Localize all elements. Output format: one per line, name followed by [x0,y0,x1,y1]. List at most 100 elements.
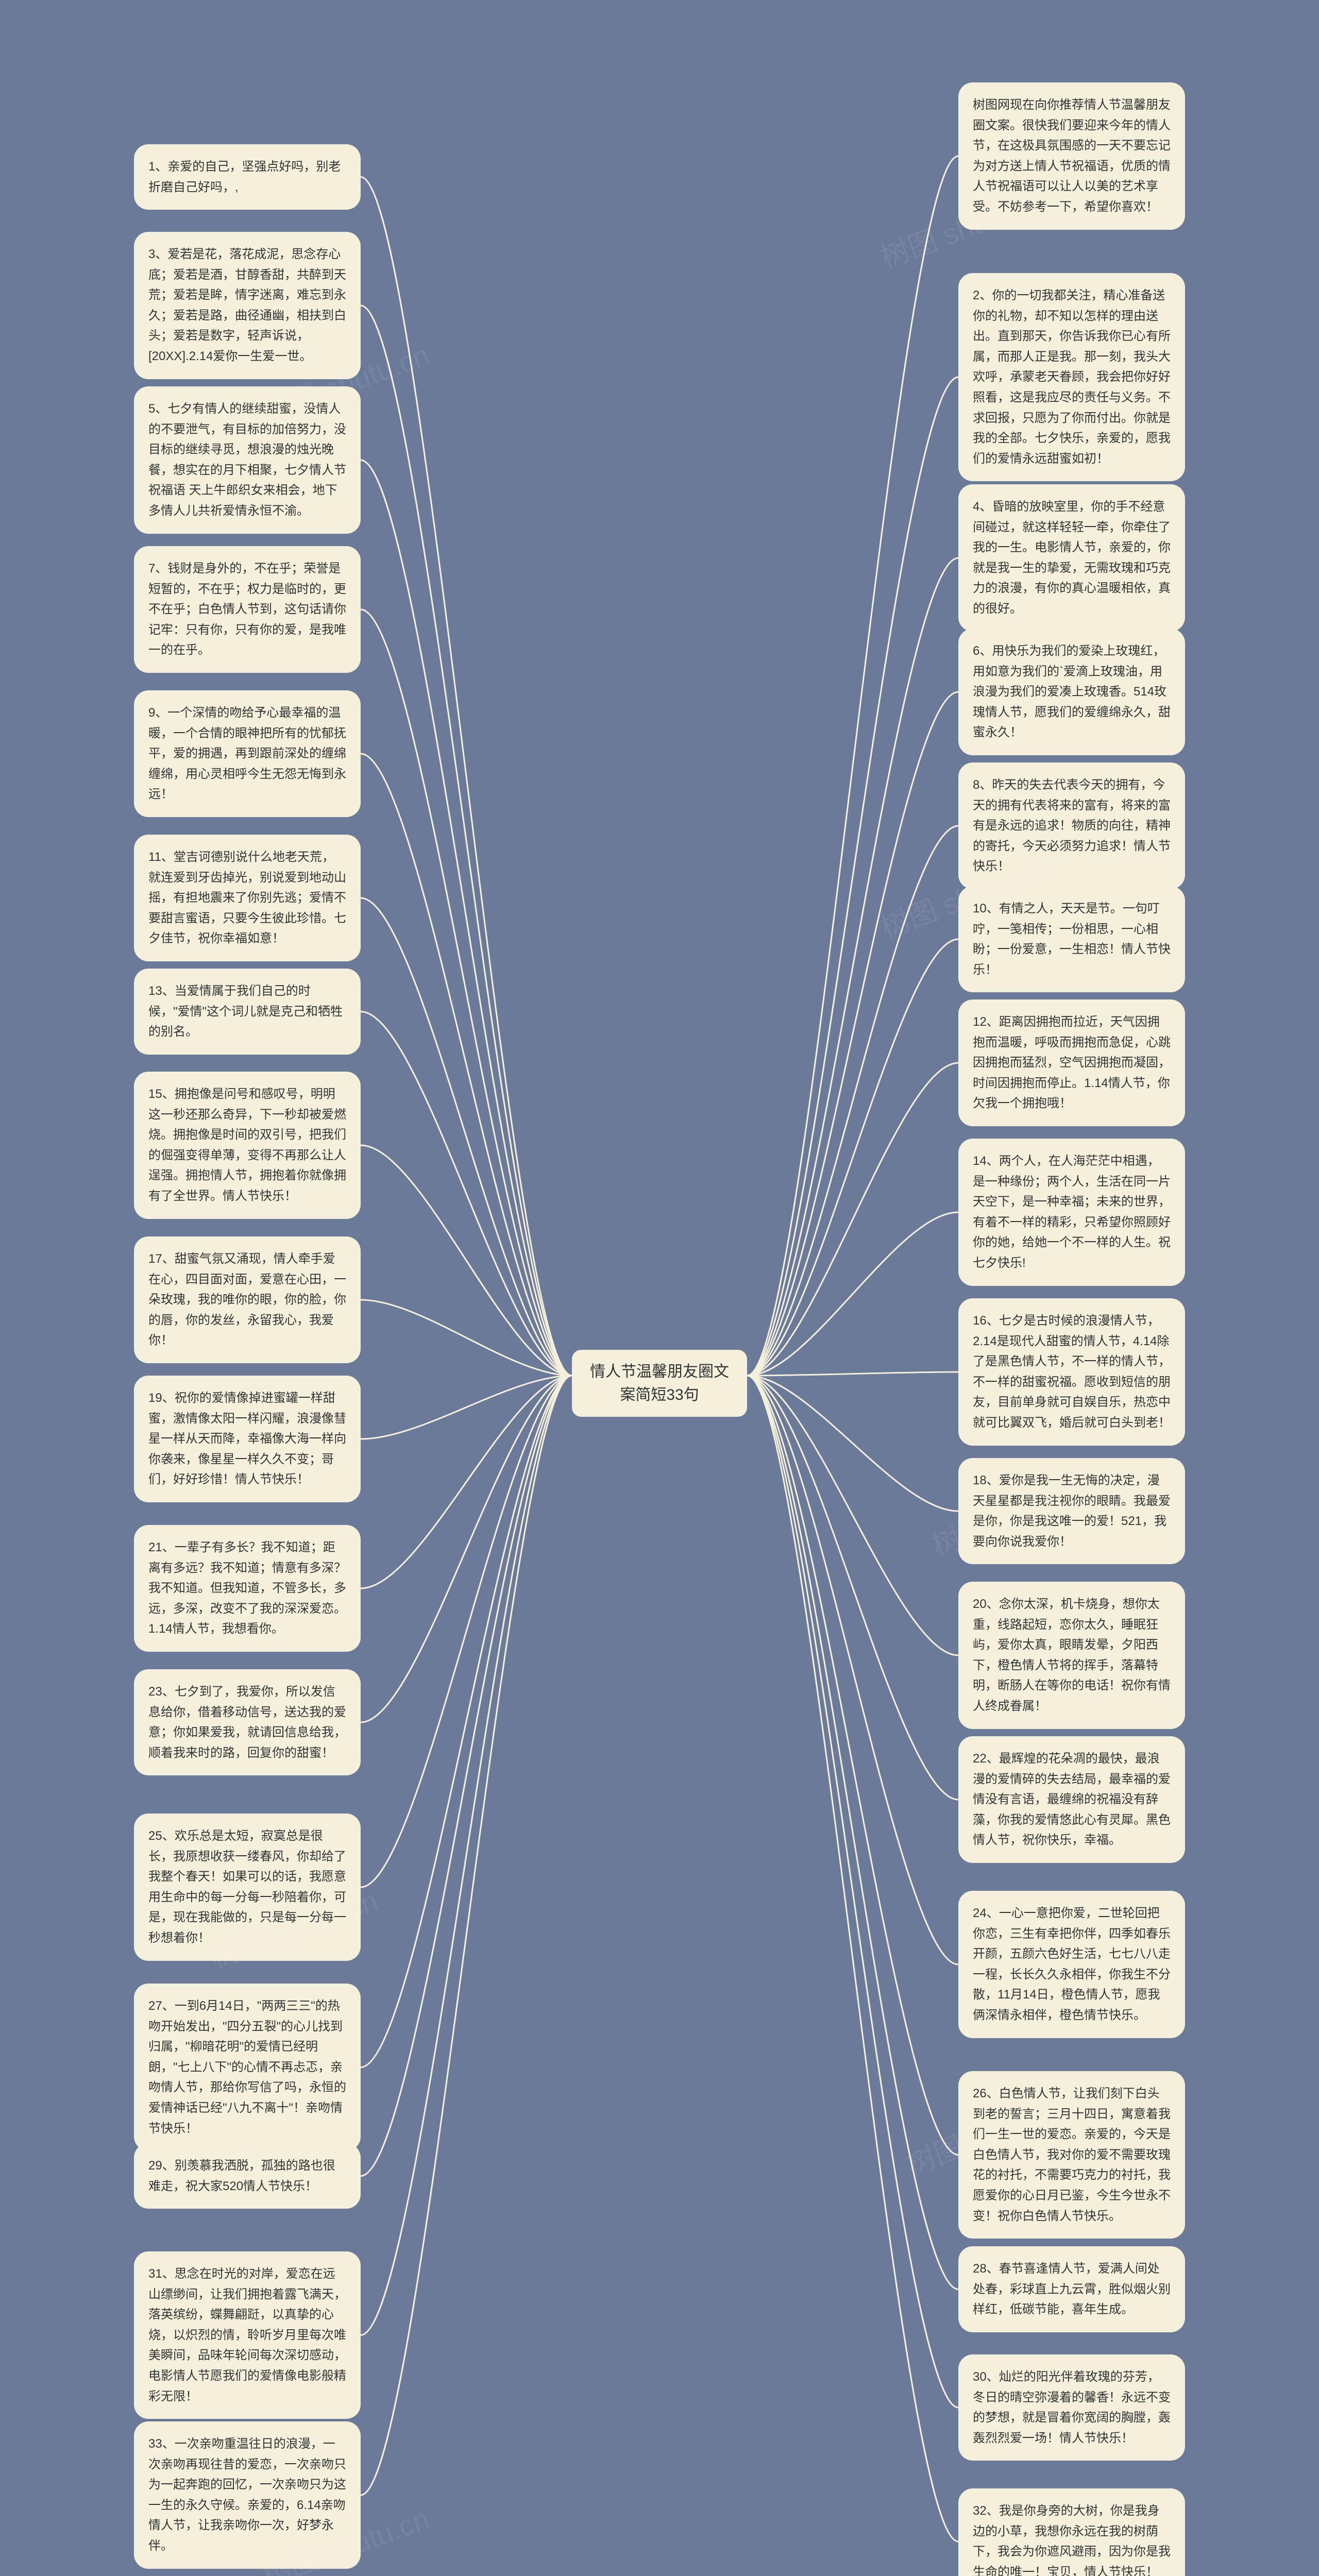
node-text: 5、七夕有情人的继续甜蜜，没情人的不要泄气，有目标的加倍努力，没目标的继续寻觅，… [148,402,346,518]
left-node-4: 9、一个深情的吻给予心最幸福的温暖，一个合情的眼神把所有的忧郁抚平，爱的拥遇，再… [134,690,361,817]
right-node-13: 26、白色情人节，让我们刻下白头到老的誓言；三月十四日，寓意着我们一生一世的爱恋… [958,2071,1185,2239]
node-text: 17、甜蜜气氛又涌现，情人牵手爱在心，四目面对面，爱意在心田，一朵玫瑰，我的唯你… [148,1252,346,1347]
node-text: 9、一个深情的吻给予心最幸福的温暖，一个合情的眼神把所有的忧郁抚平，爱的拥遇，再… [148,706,346,801]
left-node-16: 33、一次亲吻重温往日的浪漫，一次亲吻再现往昔的爱恋，一次亲吻只为一起奔跑的回忆… [134,2421,361,2569]
left-node-13: 27、一到6月14日，"两两三三"的热吻开始发出，"四分五裂"的心儿找到归属，"… [134,1984,361,2151]
connector [361,1376,572,1588]
left-node-5: 11、堂吉诃德别说什么地老天荒，就连爱到牙齿掉光，别说爱到地动山摇，有担地震来了… [134,835,361,961]
connector [361,1376,572,2335]
node-text: 15、拥抱像是问号和感叹号，明明这一秒还那么奇异，下一秒却被爱燃烧。拥抱像是时间… [148,1087,346,1203]
connector [361,1376,572,2495]
connector [747,1376,958,2408]
connector [747,1376,958,1964]
connector [361,1012,572,1376]
connector [361,460,572,1376]
left-node-14: 29、别羡慕我洒脱，孤独的路也很难走，祝大家520情人节快乐！ [134,2143,361,2209]
right-node-10: 20、念你太深，机卡烧身，想你太重，线路起短，恋你太久，睡眠狂屿，爱你太真，眼睛… [958,1582,1185,1729]
right-node-2: 4、昏暗的放映室里，你的手不经意间碰过，就这样轻轻一牵，你牵住了我的一生。电影情… [958,484,1185,632]
connector [361,1145,572,1376]
connector [361,1376,572,2176]
node-text: 32、我是你身旁的大树，你是我身边的小草，我想你永远在我的树荫下，我会为你遮风避… [973,2504,1171,2576]
node-text: 19、祝你的爱情像掉进蜜罐一样甜蜜，激情像太阳一样闪耀，浪漫像彗星一样从天而降，… [148,1391,346,1486]
right-node-14: 28、春节喜逢情人节，爱满人间处处春，彩球直上九云霄，胜似烟火别样红，低碳节能，… [958,2246,1185,2332]
right-node-6: 12、距离因拥抱而拉近，天气因拥抱而温暖，呼吸而拥抱而急促，心跳因拥抱而猛烈，空… [958,999,1185,1126]
connector [747,826,958,1376]
right-node-8: 16、七夕是古时候的浪漫情人节，2.14是现代人甜蜜的情人节，4.14除了是黑色… [958,1298,1185,1446]
connector [747,1376,958,1655]
right-node-9: 18、爱你是我一生无悔的决定，漫天星星都是我注视你的眼睛。我最爱是你，你是我这唯… [958,1458,1185,1564]
node-text: 31、思念在时光的对岸，爱恋在远山缥缈间，让我们拥抱着露飞满天，落英缤纷，蝶舞翩… [148,2267,346,2403]
node-text: 4、昏暗的放映室里，你的手不经意间碰过，就这样轻轻一牵，你牵住了我的一生。电影情… [973,500,1171,616]
node-text: 33、一次亲吻重温往日的浪漫，一次亲吻再现往昔的爱恋，一次亲吻只为一起奔跑的回忆… [148,2437,346,2553]
connector [361,754,572,1376]
node-text: 14、两个人，在人海茫茫中相遇，是一种缘份；两个人，生活在同一片天空下，是一种幸… [973,1154,1171,1270]
node-text: 13、当爱情属于我们自己的时候，"爱情"这个词儿就是克己和牺牲的别名。 [148,984,343,1039]
connector [361,306,572,1376]
node-text: 6、用快乐为我们的爱染上玫瑰红，用如意为我们的`爱滴上玫瑰油，用浪漫为我们的爱凑… [973,644,1171,739]
right-node-7: 14、两个人，在人海茫茫中相遇，是一种缘份；两个人，生活在同一片天空下，是一种幸… [958,1139,1185,1286]
node-text: 24、一心一意把你爱，二世轮回把你恋，三生有幸把你伴，四季如春乐开颜，五颜六色好… [973,1906,1171,2022]
connector [747,1376,958,1800]
connector [361,177,572,1376]
connector [747,692,958,1376]
right-node-5: 10、有情之人，天天是节。一句叮咛，一笺相传；一份相思，一心相盼；一份爱意，一生… [958,886,1185,992]
connector [361,1376,572,1887]
node-text: 23、七夕到了，我爱你，所以发信息给你，借着移动信号，送达我的爱意；你如果爱我，… [148,1685,346,1760]
right-node-1: 2、你的一切我都关注，精心准备送你的礼物，却不知以怎样的理由送出。直到那天，你告… [958,273,1185,481]
node-text: 16、七夕是古时候的浪漫情人节，2.14是现代人甜蜜的情人节，4.14除了是黑色… [973,1314,1171,1430]
node-text: 28、春节喜逢情人节，爱满人间处处春，彩球直上九云霄，胜似烟火别样红，低碳节能，… [973,2262,1171,2316]
node-text: 3、爱若是花，落花成泥，思念存心底；爱若是酒，甘醇香甜，共醉到天荒；爱若是眸，情… [148,247,346,363]
connector [747,1376,958,1511]
left-node-10: 21、一辈子有多长？我不知道；距离有多远？我不知道；情意有多深？我不知道。但我知… [134,1525,361,1652]
connector [361,1376,572,2067]
right-node-11: 22、最辉煌的花朵凋的最快，最浪漫的爱情碎的失去结局，最幸福的爱情没有言语，最缠… [958,1736,1185,1863]
node-text: 8、昨天的失去代表今天的拥有，今天的拥有代表将来的富有，将来的富有是永远的追求！… [973,778,1171,873]
node-text: 7、钱财是身外的，不在乎；荣誉是短暂的，不在乎；权力是临时的，更不在乎；白色情人… [148,562,346,657]
node-text: 11、堂吉诃德别说什么地老天荒，就连爱到牙齿掉光，别说爱到地动山摇，有担地震来了… [148,850,346,945]
node-text: 22、最辉煌的花朵凋的最快，最浪漫的爱情碎的失去结局，最幸福的爱情没有言语，最缠… [973,1752,1171,1847]
right-node-16: 32、我是你身旁的大树，你是我身边的小草，我想你永远在我的树荫下，我会为你遮风避… [958,2488,1185,2576]
node-text: 18、爱你是我一生无悔的决定，漫天星星都是我注视你的眼睛。我最爱是你，你是我这唯… [973,1473,1171,1549]
right-node-12: 24、一心一意把你爱，二世轮回把你恋，三生有幸把你伴，四季如春乐开颜，五颜六色好… [958,1891,1185,2038]
node-text: 25、欢乐总是太短，寂寞总是很长，我原想收获一缕春风，你却给了我整个春天！如果可… [148,1829,346,1945]
node-text: 2、你的一切我都关注，精心准备送你的礼物，却不知以怎样的理由送出。直到那天，你告… [973,289,1171,466]
node-text: 29、别羡慕我洒脱，孤独的路也很难走，祝大家520情人节快乐！ [148,2159,335,2193]
left-node-7: 15、拥抱像是问号和感叹号，明明这一秒还那么奇异，下一秒却被爱燃烧。拥抱像是时间… [134,1072,361,1219]
left-node-2: 5、七夕有情人的继续甜蜜，没情人的不要泄气，有目标的加倍努力，没目标的继续寻觅，… [134,386,361,534]
right-node-15: 30、灿烂的阳光伴着玫瑰的芬芳，冬日的晴空弥漫着的馨香！永远不变的梦想，就是冒着… [958,2354,1185,2461]
connector [747,1372,958,1376]
left-node-11: 23、七夕到了，我爱你，所以发信息给你，借着移动信号，送达我的爱意；你如果爱我，… [134,1669,361,1775]
left-node-12: 25、欢乐总是太短，寂寞总是很长，我原想收获一缕春风，你却给了我整个春天！如果可… [134,1814,361,1961]
connector [361,1376,572,1722]
connector [747,1063,958,1376]
left-node-0: 1、亲爱的自己，坚强点好吗，别老折磨自己好吗，, [134,144,361,210]
node-text: 1、亲爱的自己，坚强点好吗，别老折磨自己好吗，, [148,160,341,194]
connector [747,377,958,1376]
connector [747,939,958,1376]
connector [747,1376,958,2541]
right-node-0: 树图网现在向你推荐情人节温馨朋友圈文案。很快我们要迎来今年的情人节，在这极具氛围… [958,82,1185,230]
left-node-15: 31、思念在时光的对岸，爱恋在远山缥缈间，让我们拥抱着露飞满天，落英缤纷，蝶舞翩… [134,2251,361,2419]
connector [361,1376,572,1439]
connector [747,1376,958,2155]
center-node: 情人节温馨朋友圈文案简短33句 [572,1350,747,1417]
connector [361,1300,572,1376]
connector [361,609,572,1376]
connector [361,898,572,1376]
left-node-3: 7、钱财是身外的，不在乎；荣誉是短暂的，不在乎；权力是临时的，更不在乎；白色情人… [134,546,361,673]
left-node-6: 13、当爱情属于我们自己的时候，"爱情"这个词儿就是克己和牺牲的别名。 [134,969,361,1055]
node-text: 21、一辈子有多长？我不知道；距离有多远？我不知道；情意有多深？我不知道。但我知… [148,1540,346,1636]
node-text: 20、念你太深，机卡烧身，想你太重，线路起短，恋你太久，睡眠狂屿，爱你太真，眼睛… [973,1597,1171,1713]
connector [747,1376,958,2290]
node-text: 27、一到6月14日，"两两三三"的热吻开始发出，"四分五裂"的心儿找到归属，"… [148,1999,346,2136]
center-label: 情人节温馨朋友圈文案简短33句 [590,1363,729,1403]
left-node-9: 19、祝你的爱情像掉进蜜罐一样甜蜜，激情像太阳一样闪耀，浪漫像彗星一样从天而降，… [134,1376,361,1502]
left-node-1: 3、爱若是花，落花成泥，思念存心底；爱若是酒，甘醇香甜，共醉到天荒；爱若是眸，情… [134,232,361,379]
node-text: 树图网现在向你推荐情人节温馨朋友圈文案。很快我们要迎来今年的情人节，在这极具氛围… [973,98,1171,214]
node-text: 12、距离因拥抱而拉近，天气因拥抱而温暖，呼吸而拥抱而急促，心跳因拥抱而猛烈，空… [973,1015,1171,1110]
node-text: 10、有情之人，天天是节。一句叮咛，一笺相传；一份相思，一心相盼；一份爱意，一生… [973,902,1171,977]
connector [747,156,958,1376]
right-node-3: 6、用快乐为我们的爱染上玫瑰红，用如意为我们的`爱滴上玫瑰油，用浪漫为我们的爱凑… [958,629,1185,755]
node-text: 30、灿烂的阳光伴着玫瑰的芬芳，冬日的晴空弥漫着的馨香！永远不变的梦想，就是冒着… [973,2370,1171,2445]
right-node-4: 8、昨天的失去代表今天的拥有，今天的拥有代表将来的富有，将来的富有是永远的追求！… [958,762,1185,889]
